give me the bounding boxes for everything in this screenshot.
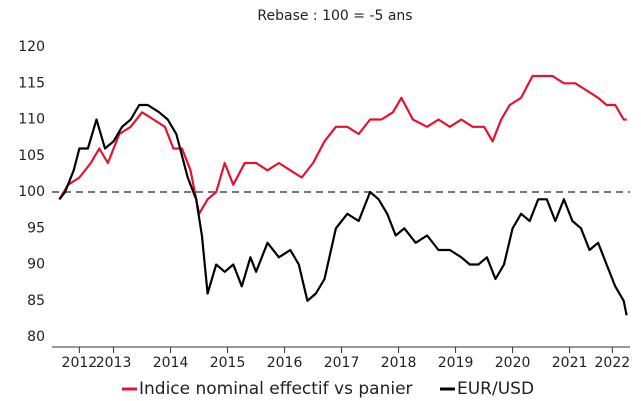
x-tick-label: 2016 bbox=[267, 355, 303, 371]
y-tick-label: 85 bbox=[27, 293, 45, 309]
line-series bbox=[58, 74, 627, 215]
y-tick-label: 95 bbox=[27, 220, 45, 236]
y-tick-label: 110 bbox=[18, 112, 45, 128]
chart-title: Rebase : 100 = -5 ans bbox=[257, 8, 412, 24]
line-series bbox=[58, 103, 628, 316]
x-tick-label: 2017 bbox=[324, 355, 360, 371]
y-tick-label: 80 bbox=[27, 329, 45, 345]
legend-label: EUR/USD bbox=[457, 379, 534, 399]
x-tick-label: 2013 bbox=[96, 355, 132, 371]
y-tick-label: 115 bbox=[18, 75, 45, 91]
y-tick-label: 90 bbox=[27, 257, 45, 273]
x-tick-label: 2012 bbox=[62, 355, 98, 371]
y-tick-label: 105 bbox=[18, 148, 45, 164]
y-tick-label: 120 bbox=[18, 39, 45, 55]
x-tick-label: 2020 bbox=[495, 355, 531, 371]
legend-label: Indice nominal effectif vs panier bbox=[139, 379, 413, 399]
x-tick-label: 2021 bbox=[552, 355, 588, 371]
x-tick-label: 2019 bbox=[438, 355, 474, 371]
x-tick-label: 2014 bbox=[153, 355, 189, 371]
x-tick-label: 2018 bbox=[381, 355, 417, 371]
x-tick-label: 2015 bbox=[210, 355, 246, 371]
y-tick-label: 100 bbox=[18, 184, 45, 200]
x-tick-label: 2022 bbox=[595, 355, 631, 371]
